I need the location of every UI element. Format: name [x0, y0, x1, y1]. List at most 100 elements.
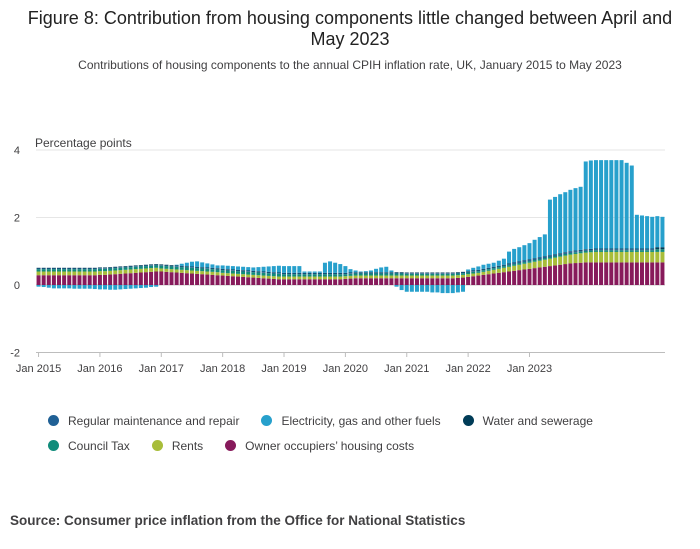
bar-segment — [317, 273, 322, 275]
bar-segment — [87, 268, 92, 270]
bar-segment — [599, 262, 604, 285]
bar-segment — [527, 260, 532, 262]
bar-segment — [379, 267, 384, 273]
bar-segment — [409, 278, 414, 285]
bar-segment — [97, 274, 102, 286]
bar-segment — [200, 262, 205, 268]
bar-segment — [445, 285, 450, 294]
bar-segment — [507, 266, 512, 272]
bar-segment — [276, 265, 281, 273]
bar-segment — [634, 262, 639, 285]
bar-segment — [57, 267, 62, 269]
bar-segment — [645, 248, 650, 250]
bar-segment — [348, 278, 353, 285]
bar-segment — [251, 272, 256, 275]
bar-segment — [430, 272, 435, 274]
bar-segment — [241, 270, 246, 272]
bar-segment — [655, 262, 660, 285]
bar-segment — [512, 265, 517, 271]
bar-segment — [363, 272, 368, 273]
bar-segment — [404, 273, 409, 274]
chart-title: Figure 8: Contribution from housing comp… — [27, 8, 673, 49]
bar-segment — [588, 262, 593, 285]
bar-segment — [650, 250, 655, 252]
bar-segment — [363, 273, 368, 276]
bar-segment — [399, 272, 404, 273]
bar-segment — [123, 267, 128, 270]
legend-swatch — [462, 415, 474, 426]
bar-segment — [517, 264, 522, 271]
bar-segment — [604, 251, 609, 263]
chart-subtitle: Contributions of housing components to t… — [78, 58, 622, 72]
bar-segment — [547, 266, 552, 285]
bar-segment — [159, 265, 164, 266]
bar-segment — [450, 273, 455, 274]
bar-segment — [328, 274, 333, 277]
bar-segment — [445, 278, 450, 285]
bar-segment — [282, 274, 287, 277]
bar-segment — [547, 255, 552, 257]
bar-segment — [368, 275, 373, 279]
legend-swatch — [261, 415, 273, 426]
bar-segment — [67, 269, 72, 272]
bar-segment — [179, 265, 184, 267]
bar-segment — [583, 252, 588, 263]
bar-segment — [92, 269, 97, 272]
bar-segment — [287, 266, 292, 273]
bar-segment — [471, 276, 476, 286]
bar-segment — [128, 267, 133, 270]
bar-segment — [292, 279, 297, 285]
bar-segment — [522, 261, 527, 263]
bar-segment — [312, 276, 317, 280]
bar-segment — [302, 274, 307, 277]
bar-segment — [435, 273, 440, 274]
bar-segment — [593, 160, 598, 249]
bar-segment — [568, 251, 573, 253]
bar-segment — [77, 268, 82, 270]
bar-segment — [72, 285, 77, 289]
bar-segment — [343, 266, 348, 273]
bar-segment — [133, 269, 138, 273]
bar-segment — [154, 265, 159, 268]
bar-segment — [184, 266, 189, 268]
bar-segment — [236, 271, 240, 274]
bar-segment — [471, 270, 476, 272]
bar-segment — [57, 285, 62, 289]
bar-segment — [241, 276, 246, 285]
bar-segment — [660, 251, 665, 263]
bar-segment — [512, 263, 517, 265]
bar-segment — [149, 285, 154, 288]
bar-segment — [440, 285, 445, 294]
bar-segment — [149, 264, 154, 266]
bar-segment — [420, 272, 425, 274]
bar-segment — [522, 262, 527, 264]
bar-segment — [225, 269, 230, 270]
bar-segment — [399, 285, 404, 291]
bar-segment — [374, 272, 379, 273]
bar-segment — [169, 265, 174, 266]
bar-segment — [205, 268, 210, 272]
bar-segment — [333, 276, 338, 280]
bar-segment — [420, 273, 425, 274]
bar-segment — [604, 160, 609, 249]
bar-segment — [512, 262, 517, 264]
bar-segment — [108, 274, 113, 285]
bar-segment — [348, 273, 353, 276]
bar-segment — [563, 252, 568, 254]
bar-segment — [230, 273, 235, 277]
bar-segment — [409, 273, 414, 274]
bar-segment — [154, 285, 159, 287]
bar-segment — [200, 267, 205, 268]
bar-segment — [389, 272, 394, 273]
bar-segment — [154, 267, 159, 272]
bar-segment — [450, 278, 455, 285]
bar-segment — [138, 268, 143, 273]
bar-segment — [481, 268, 486, 270]
bar-segment — [517, 247, 522, 262]
bar-segment — [501, 264, 506, 266]
bar-segment — [430, 275, 435, 279]
bar-segment — [420, 285, 425, 292]
bar-segment — [292, 274, 297, 277]
bar-segment — [343, 274, 348, 277]
bar-segment — [261, 266, 266, 272]
